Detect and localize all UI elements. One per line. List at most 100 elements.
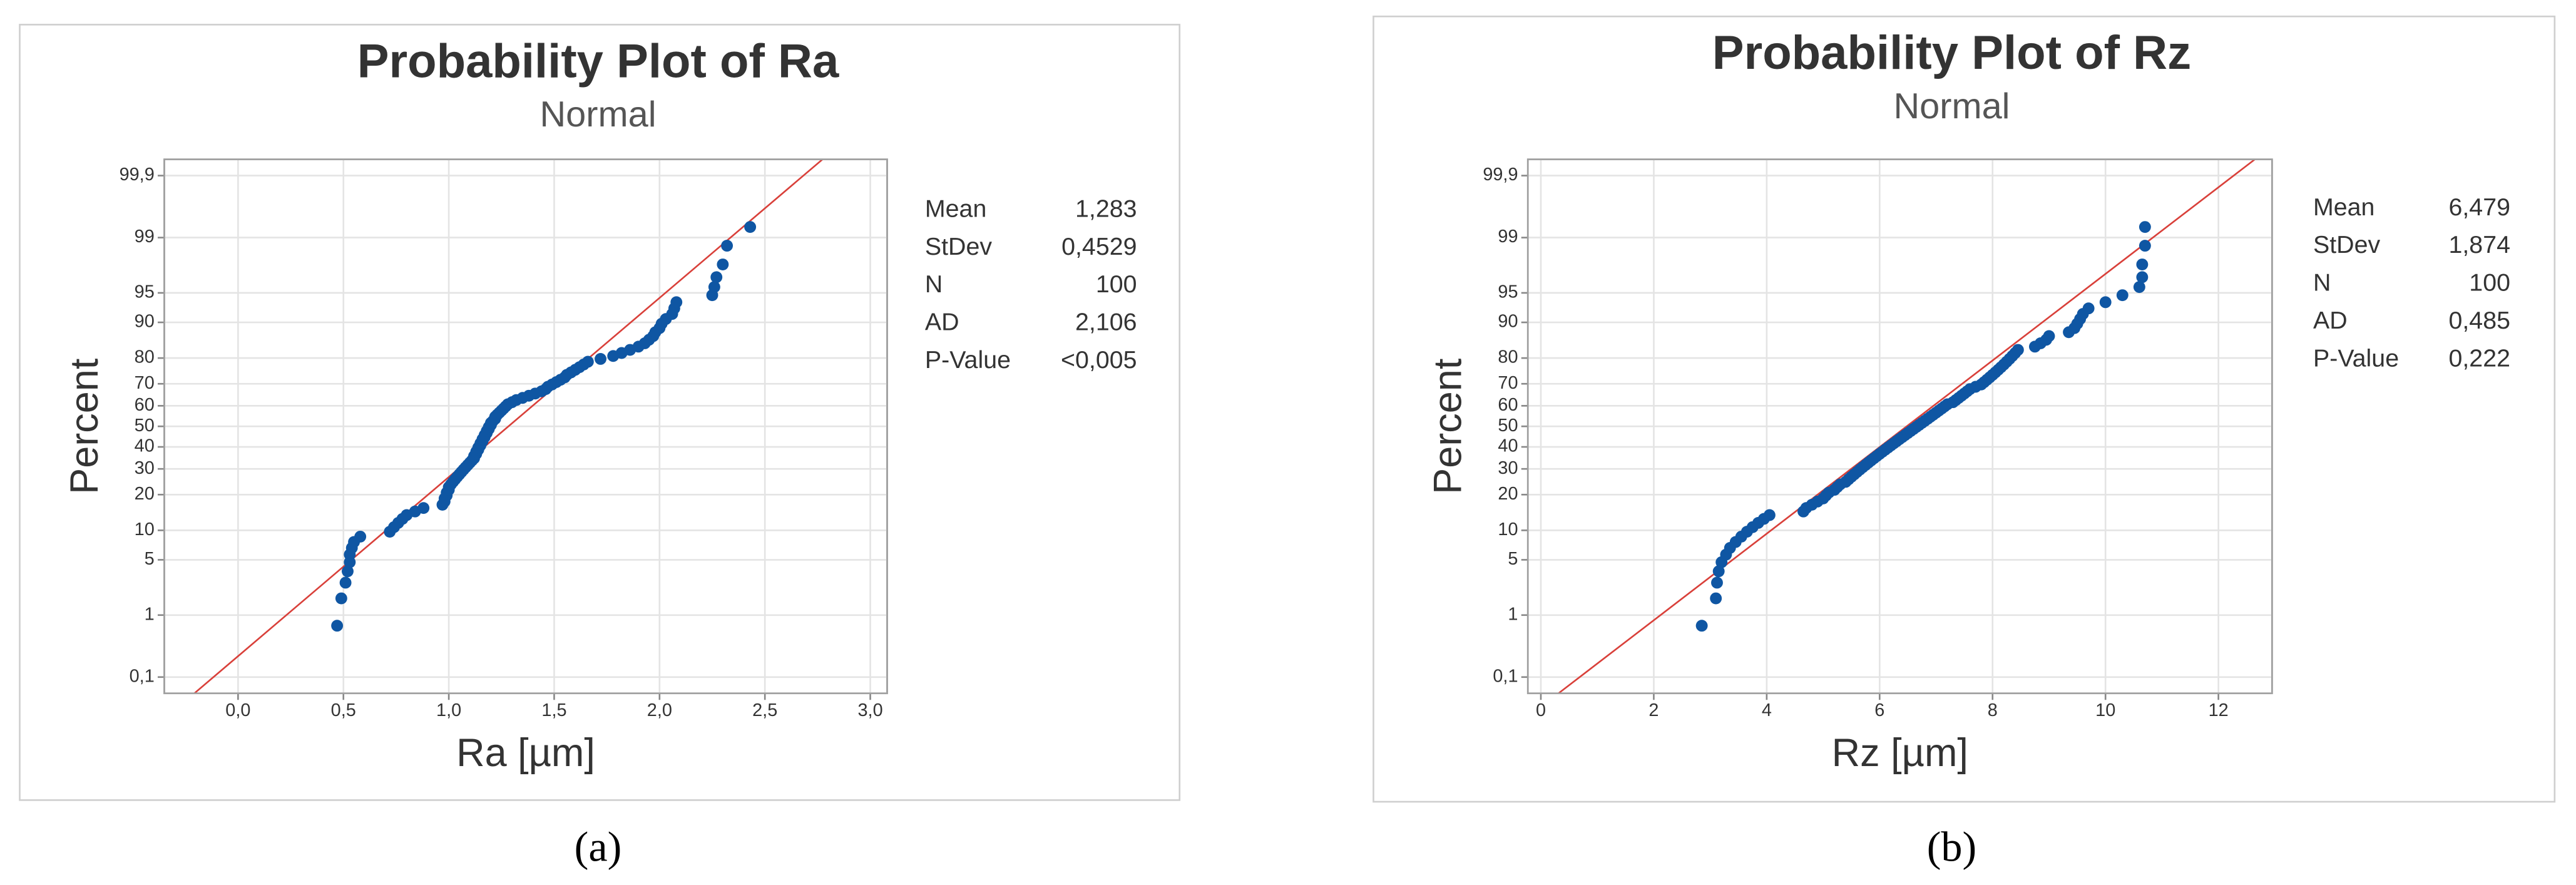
x-tick-label: 3,0 xyxy=(858,700,883,720)
data-point xyxy=(581,356,594,368)
x-tick-label: 1,0 xyxy=(436,700,461,720)
stats-label: StDev xyxy=(925,233,993,260)
x-tick-label: 12 xyxy=(2209,700,2229,720)
data-point xyxy=(670,296,683,309)
plot-border xyxy=(163,158,888,695)
y-tick-label: 0,1 xyxy=(130,666,155,686)
plot-border xyxy=(1526,158,2273,695)
y-tick-label: 10 xyxy=(135,519,155,540)
data-point xyxy=(2043,330,2055,342)
fit-line xyxy=(193,159,824,693)
y-tick-label: 60 xyxy=(135,395,155,415)
data-point xyxy=(2082,302,2095,315)
data-point xyxy=(335,592,347,605)
y-tick-label: 70 xyxy=(135,373,155,393)
y-tick-label: 95 xyxy=(1498,282,1518,302)
y-tick-label: 80 xyxy=(135,347,155,367)
stats-label: StDev xyxy=(2313,231,2381,258)
data-point xyxy=(417,502,430,514)
chart-title: Probability Plot of Ra xyxy=(357,34,839,88)
stats-value: 100 xyxy=(2469,269,2510,297)
data-point xyxy=(2139,221,2151,233)
y-tick-label: 40 xyxy=(1498,436,1518,456)
y-tick-label: 80 xyxy=(1498,347,1518,367)
stats-value: 6,479 xyxy=(2448,193,2510,221)
y-tick-label: 0,1 xyxy=(1493,666,1518,686)
stats-label: P-Value xyxy=(925,346,1011,374)
y-tick-label: 99,9 xyxy=(120,165,155,185)
y-tick-label: 10 xyxy=(1498,519,1518,540)
stats-value: 0,222 xyxy=(2448,344,2510,372)
y-tick-label: 50 xyxy=(1498,416,1518,436)
data-point xyxy=(1710,592,1722,605)
data-point xyxy=(354,530,367,543)
x-tick-label: 2,0 xyxy=(647,700,672,720)
data-point xyxy=(721,240,733,252)
y-tick-label: 40 xyxy=(135,436,155,456)
x-tick-label: 0,0 xyxy=(225,700,250,720)
stats-value: 1,874 xyxy=(2448,231,2510,258)
data-point xyxy=(342,565,354,578)
y-tick-label: 1 xyxy=(145,604,155,624)
y-axis-label: Percent xyxy=(1426,358,1470,494)
y-tick-label: 30 xyxy=(1498,458,1518,478)
fit-line xyxy=(1558,159,2256,693)
stats-value: <0,005 xyxy=(1061,346,1137,374)
chart-title: Probability Plot of Rz xyxy=(1712,26,2191,79)
x-axis-label: Rz [µm] xyxy=(1832,731,1968,775)
y-tick-label: 1 xyxy=(1508,604,1518,624)
x-tick-label: 2 xyxy=(1648,700,1659,720)
data-point xyxy=(1711,576,1723,589)
data-point xyxy=(1712,565,1725,578)
data-point xyxy=(710,271,723,284)
y-tick-label: 70 xyxy=(1498,373,1518,393)
data-point xyxy=(2099,296,2112,309)
y-tick-label: 5 xyxy=(1508,549,1518,569)
x-axis-label: Ra [µm] xyxy=(456,731,595,775)
panel-caption: (b) xyxy=(1927,822,1977,870)
y-tick-label: 99,9 xyxy=(1483,165,1518,185)
stats-label: P-Value xyxy=(2313,344,2399,372)
stats-label: N xyxy=(2313,269,2331,297)
data-point xyxy=(595,353,606,365)
x-tick-label: 0,5 xyxy=(331,700,356,720)
stats-label: Mean xyxy=(925,195,986,222)
stats-value: 0,4529 xyxy=(1061,233,1137,260)
x-tick-label: 6 xyxy=(1874,700,1884,720)
data-point xyxy=(2136,258,2149,270)
y-tick-label: 99 xyxy=(135,227,155,247)
stats-value: 1,283 xyxy=(1075,195,1137,222)
x-tick-label: 8 xyxy=(1988,700,1998,720)
data-point xyxy=(2139,240,2151,252)
data-point xyxy=(339,576,352,589)
data-point xyxy=(2116,289,2129,302)
data-point xyxy=(744,221,757,233)
chart-subtitle: Normal xyxy=(1893,86,2010,126)
panel-caption: (a) xyxy=(575,822,622,870)
stats-label: AD xyxy=(925,309,959,336)
chart-subtitle: Normal xyxy=(539,95,656,135)
x-tick-label: 10 xyxy=(2095,700,2115,720)
data-point xyxy=(2011,344,2024,356)
x-tick-label: 4 xyxy=(1762,700,1772,720)
data-point xyxy=(331,620,344,632)
data-point xyxy=(2133,281,2145,294)
x-tick-label: 1,5 xyxy=(541,700,566,720)
y-tick-label: 20 xyxy=(1498,484,1518,504)
stats-label: N xyxy=(925,270,943,298)
y-tick-label: 30 xyxy=(135,458,155,478)
y-tick-label: 90 xyxy=(1498,312,1518,332)
y-tick-label: 90 xyxy=(135,312,155,332)
y-tick-label: 99 xyxy=(1498,227,1518,247)
data-point xyxy=(1763,509,1776,521)
data-point xyxy=(717,258,729,270)
x-tick-label: 2,5 xyxy=(752,700,777,720)
stats-value: 0,485 xyxy=(2448,307,2510,334)
stats-value: 100 xyxy=(1096,270,1137,298)
y-tick-label: 60 xyxy=(1498,395,1518,415)
y-tick-label: 20 xyxy=(135,484,155,504)
y-tick-label: 95 xyxy=(135,282,155,302)
x-tick-label: 0 xyxy=(1536,700,1546,720)
data-point xyxy=(708,281,720,294)
y-tick-label: 5 xyxy=(145,549,155,569)
